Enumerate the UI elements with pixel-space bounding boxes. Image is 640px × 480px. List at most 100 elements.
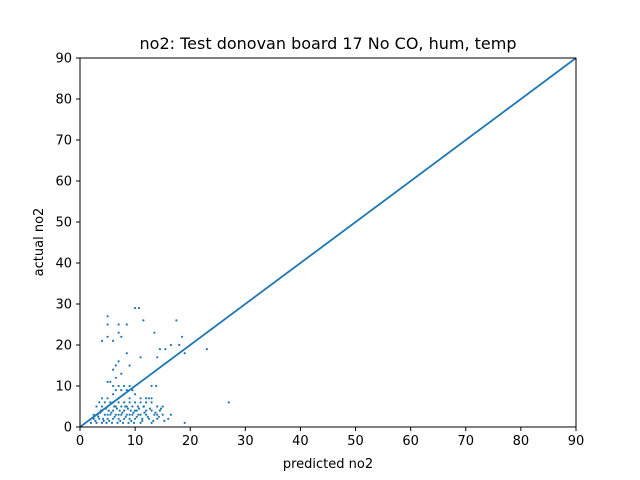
data-point: [152, 419, 155, 422]
data-point: [135, 415, 138, 418]
data-point: [89, 421, 93, 424]
data-point: [115, 407, 118, 410]
data-point: [112, 384, 115, 388]
data-point: [153, 413, 156, 416]
data-point: [127, 421, 130, 424]
x-tick-label: 10: [127, 434, 144, 449]
data-point: [135, 409, 138, 412]
data-point: [132, 411, 135, 414]
data-point: [145, 401, 148, 404]
data-point: [137, 407, 141, 410]
data-point: [125, 413, 128, 416]
data-point: [106, 413, 109, 416]
data-point: [145, 397, 148, 400]
data-point: [141, 417, 144, 420]
data-point: [143, 411, 146, 414]
data-point: [148, 407, 152, 410]
data-point: [124, 415, 127, 418]
data-point: [158, 348, 161, 351]
x-tick-label: 20: [182, 434, 199, 449]
data-point: [117, 401, 120, 404]
data-point: [117, 360, 120, 363]
data-point: [178, 343, 181, 347]
data-point: [169, 413, 172, 416]
data-point: [141, 419, 144, 422]
data-point: [147, 397, 150, 400]
data-point: [139, 421, 142, 424]
data-point: [112, 339, 115, 342]
data-point: [117, 384, 120, 388]
data-point: [161, 405, 164, 408]
data-point: [117, 413, 120, 416]
data-point: [120, 372, 123, 375]
data-point: [112, 417, 115, 420]
data-point: [125, 352, 128, 355]
plot-frame: [79, 57, 577, 428]
data-point: [128, 364, 131, 367]
data-point: [145, 409, 148, 412]
data-point: [147, 417, 150, 420]
data-point: [136, 405, 139, 408]
data-point: [108, 419, 111, 422]
data-point: [120, 335, 123, 338]
data-point: [100, 397, 104, 400]
data-point: [94, 419, 97, 422]
data-point: [134, 409, 137, 412]
data-point: [128, 417, 131, 420]
data-point: [146, 415, 149, 418]
data-point: [98, 401, 101, 404]
data-point: [113, 415, 116, 418]
x-tick-label: 40: [292, 434, 309, 449]
data-point: [131, 405, 134, 408]
data-point: [139, 397, 142, 400]
data-point: [117, 323, 120, 326]
data-point: [106, 323, 109, 326]
data-point: [95, 405, 98, 408]
x-tick-label: 50: [347, 434, 364, 449]
data-point: [112, 409, 115, 412]
data-point: [113, 405, 116, 408]
data-point: [102, 419, 105, 422]
data-point: [103, 413, 106, 416]
data-point: [227, 401, 230, 404]
data-point: [150, 401, 153, 404]
data-point: [134, 417, 137, 420]
data-point: [139, 401, 142, 404]
data-point: [156, 417, 159, 420]
data-point: [142, 405, 145, 408]
data-point: [124, 405, 127, 408]
data-point: [183, 421, 186, 424]
x-axis-label: predicted no2: [283, 457, 373, 472]
y-tick-label: 10: [55, 380, 72, 395]
data-point: [153, 331, 156, 334]
data-point: [114, 405, 117, 408]
x-tick-label: 60: [402, 434, 419, 449]
data-point: [100, 339, 104, 342]
data-point: [95, 421, 98, 424]
data-point: [150, 409, 153, 412]
data-point: [100, 421, 104, 424]
data-point: [114, 413, 117, 416]
data-point: [175, 319, 178, 322]
y-tick-label: 30: [55, 298, 72, 313]
data-point: [163, 419, 166, 422]
data-point: [150, 421, 153, 424]
data-point: [117, 331, 120, 334]
data-point: [123, 401, 126, 404]
data-point: [155, 384, 158, 388]
data-point: [112, 368, 115, 371]
x-tick-label: 0: [76, 434, 84, 449]
data-point: [106, 417, 109, 420]
data-point: [154, 411, 157, 414]
data-point: [109, 413, 112, 416]
data-point: [98, 417, 101, 420]
data-point: [159, 407, 163, 410]
data-point: [126, 407, 129, 410]
data-point: [142, 319, 145, 322]
x-tick-label: 70: [458, 434, 475, 449]
data-point: [125, 405, 128, 408]
data-point: [123, 409, 126, 412]
